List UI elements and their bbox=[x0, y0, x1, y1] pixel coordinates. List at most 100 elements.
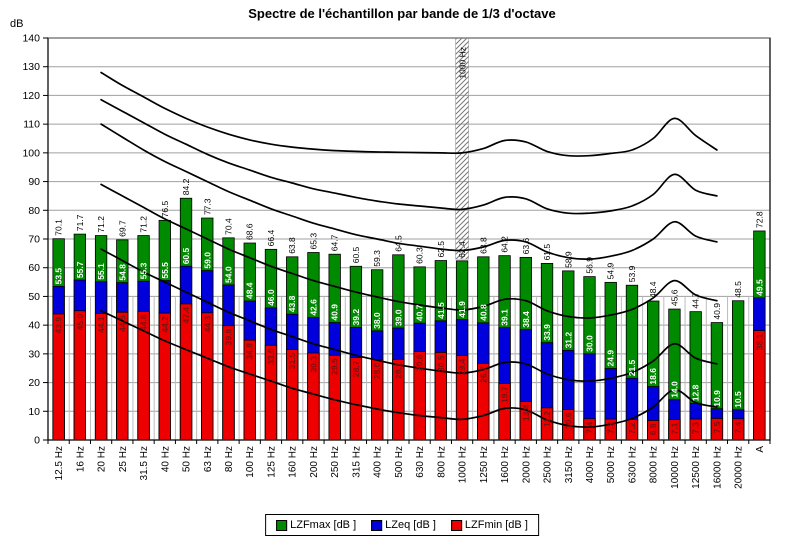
svg-text:5000 Hz: 5000 Hz bbox=[606, 446, 617, 483]
svg-text:55.1: 55.1 bbox=[96, 263, 106, 280]
svg-text:65.3: 65.3 bbox=[308, 233, 318, 250]
svg-text:63.8: 63.8 bbox=[287, 237, 297, 254]
svg-text:2500 Hz: 2500 Hz bbox=[543, 446, 554, 483]
lzeq-swatch-icon bbox=[371, 519, 383, 531]
svg-text:64.2: 64.2 bbox=[500, 236, 510, 253]
svg-text:38.4: 38.4 bbox=[521, 311, 531, 328]
lzfmin-swatch-icon bbox=[450, 519, 462, 531]
svg-text:25 Hz: 25 Hz bbox=[118, 446, 129, 472]
svg-text:33.9: 33.9 bbox=[542, 324, 552, 341]
svg-text:33.0: 33.0 bbox=[266, 348, 276, 365]
svg-text:34.8: 34.8 bbox=[245, 343, 255, 360]
svg-text:28.1: 28.1 bbox=[393, 362, 403, 379]
svg-text:20 Hz: 20 Hz bbox=[97, 446, 108, 472]
svg-text:31.5: 31.5 bbox=[287, 352, 297, 369]
svg-text:70.4: 70.4 bbox=[224, 218, 234, 235]
svg-text:47.4: 47.4 bbox=[181, 307, 191, 324]
svg-text:30.5: 30.5 bbox=[436, 355, 446, 372]
svg-text:19.7: 19.7 bbox=[500, 386, 510, 403]
svg-text:6.8: 6.8 bbox=[648, 423, 658, 435]
svg-text:1000 Hz: 1000 Hz bbox=[458, 446, 469, 483]
svg-text:28.0: 28.0 bbox=[372, 362, 382, 379]
svg-text:69.7: 69.7 bbox=[117, 220, 127, 237]
svg-text:7.3: 7.3 bbox=[691, 422, 701, 434]
svg-text:7.4: 7.4 bbox=[733, 421, 743, 433]
svg-text:42.6: 42.6 bbox=[308, 299, 318, 316]
svg-text:125 Hz: 125 Hz bbox=[266, 446, 277, 478]
svg-text:58.9: 58.9 bbox=[563, 251, 573, 268]
svg-text:44.3: 44.3 bbox=[202, 316, 212, 333]
svg-text:39.0: 39.0 bbox=[393, 309, 403, 326]
svg-text:48.4: 48.4 bbox=[648, 281, 658, 298]
svg-text:45.0: 45.0 bbox=[75, 314, 85, 331]
svg-text:66.4: 66.4 bbox=[266, 230, 276, 247]
svg-text:59.3: 59.3 bbox=[372, 250, 382, 267]
svg-text:40.8: 40.8 bbox=[478, 304, 488, 321]
svg-text:90: 90 bbox=[28, 176, 40, 188]
svg-text:30.8: 30.8 bbox=[415, 354, 425, 371]
svg-text:7.1: 7.1 bbox=[669, 422, 679, 434]
legend-item-lzfmin: LZFmin [dB ] bbox=[450, 519, 528, 531]
svg-text:40 Hz: 40 Hz bbox=[160, 446, 171, 472]
svg-text:130: 130 bbox=[22, 61, 40, 73]
svg-text:60: 60 bbox=[28, 262, 40, 274]
svg-text:71.2: 71.2 bbox=[96, 216, 106, 233]
svg-text:1250 Hz: 1250 Hz bbox=[479, 446, 490, 483]
svg-text:28.7: 28.7 bbox=[351, 360, 361, 377]
svg-text:38.1: 38.1 bbox=[754, 333, 764, 350]
svg-text:44.2: 44.2 bbox=[160, 316, 170, 333]
svg-text:84.2: 84.2 bbox=[181, 178, 191, 195]
svg-text:6300 Hz: 6300 Hz bbox=[627, 446, 638, 483]
svg-text:55.5: 55.5 bbox=[160, 262, 170, 279]
svg-text:40.9: 40.9 bbox=[712, 303, 722, 320]
svg-text:12.8: 12.8 bbox=[691, 384, 701, 401]
svg-text:60.3: 60.3 bbox=[415, 247, 425, 264]
svg-text:76.5: 76.5 bbox=[160, 201, 170, 218]
svg-text:630 Hz: 630 Hz bbox=[415, 446, 426, 478]
svg-text:70: 70 bbox=[28, 234, 40, 246]
svg-text:110: 110 bbox=[23, 119, 40, 131]
svg-text:26.7: 26.7 bbox=[478, 366, 488, 383]
svg-text:14.0: 14.0 bbox=[669, 381, 679, 398]
legend-item-lzeq: LZeq [dB ] bbox=[371, 519, 436, 531]
svg-text:43.9: 43.9 bbox=[54, 317, 64, 334]
svg-text:44.5: 44.5 bbox=[117, 315, 127, 332]
svg-text:A: A bbox=[755, 446, 766, 453]
svg-text:10000 Hz: 10000 Hz bbox=[670, 446, 681, 489]
svg-text:63.8: 63.8 bbox=[478, 237, 488, 254]
svg-text:31.2: 31.2 bbox=[563, 332, 573, 349]
svg-text:100 Hz: 100 Hz bbox=[245, 446, 256, 478]
svg-text:21.5: 21.5 bbox=[627, 359, 637, 376]
svg-text:53.5: 53.5 bbox=[54, 268, 64, 285]
svg-text:13.4: 13.4 bbox=[521, 404, 531, 421]
svg-text:20000 Hz: 20000 Hz bbox=[734, 446, 745, 489]
legend-label-lzfmax: LZFmax [dB ] bbox=[290, 519, 357, 531]
svg-text:16000 Hz: 16000 Hz bbox=[712, 446, 723, 489]
chart-legend: LZFmax [dB ] LZeq [dB ] LZFmin [dB ] bbox=[265, 514, 539, 536]
svg-text:64.7: 64.7 bbox=[330, 234, 340, 251]
svg-text:30.3: 30.3 bbox=[308, 356, 318, 373]
svg-text:39.1: 39.1 bbox=[500, 309, 510, 326]
svg-text:77.3: 77.3 bbox=[202, 198, 212, 215]
svg-text:40: 40 bbox=[28, 320, 40, 332]
svg-text:44.8: 44.8 bbox=[139, 314, 149, 331]
svg-text:39.8: 39.8 bbox=[224, 328, 234, 345]
svg-text:49.5: 49.5 bbox=[754, 279, 764, 296]
svg-text:10: 10 bbox=[28, 406, 40, 418]
legend-label-lzeq: LZeq [dB ] bbox=[385, 519, 436, 531]
svg-text:7.5: 7.5 bbox=[712, 421, 722, 433]
svg-text:38.0: 38.0 bbox=[372, 312, 382, 329]
svg-text:100: 100 bbox=[22, 147, 40, 159]
svg-text:53.9: 53.9 bbox=[627, 265, 637, 282]
svg-text:54.0: 54.0 bbox=[224, 266, 234, 283]
chart-title: Spectre de l'échantillon par bande de 1/… bbox=[248, 6, 556, 21]
svg-text:315 Hz: 315 Hz bbox=[351, 446, 362, 478]
svg-text:7.2: 7.2 bbox=[627, 422, 637, 434]
svg-text:10.5: 10.5 bbox=[733, 391, 743, 408]
svg-text:64.5: 64.5 bbox=[393, 235, 403, 252]
svg-text:44.1: 44.1 bbox=[96, 316, 106, 333]
svg-text:54.9: 54.9 bbox=[606, 263, 616, 280]
svg-text:800 Hz: 800 Hz bbox=[436, 446, 447, 478]
svg-text:200 Hz: 200 Hz bbox=[309, 446, 320, 478]
